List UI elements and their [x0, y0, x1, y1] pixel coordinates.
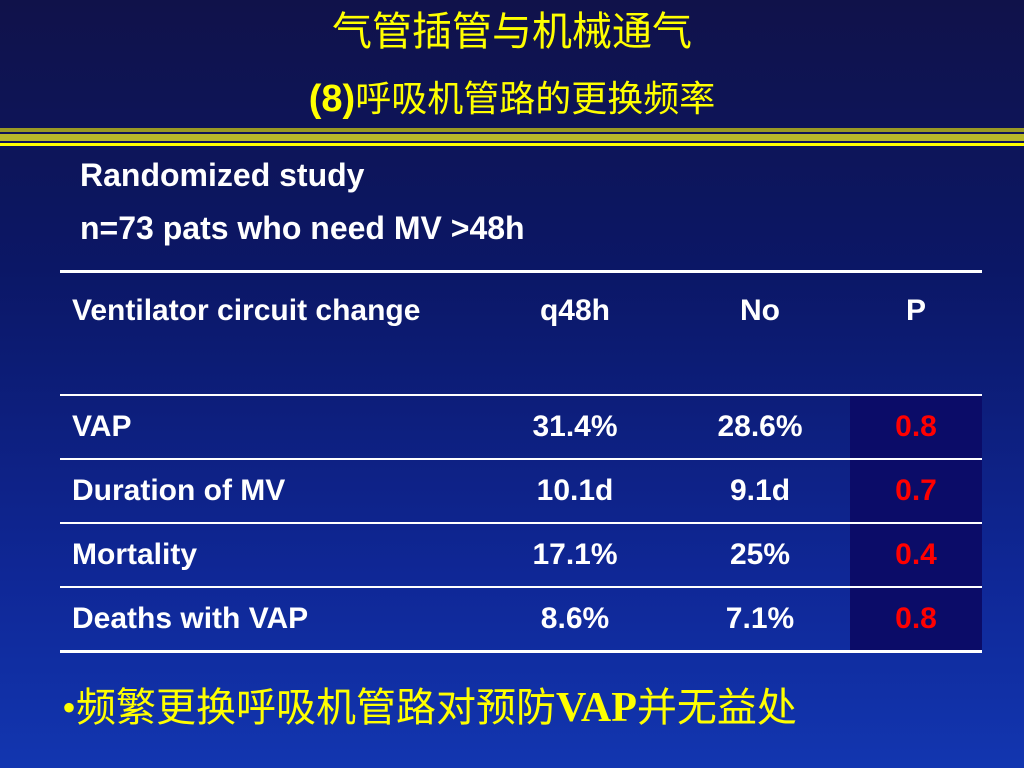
- results-table: Ventilator circuit change q48h No P VAP …: [60, 270, 982, 653]
- section-heading-text: 呼吸机管路的更换频率: [355, 79, 716, 120]
- header-q48h: q48h: [539, 294, 611, 327]
- divider-band-top: [0, 128, 1024, 132]
- conclusion-bullet-point: •频繁更换呼吸机管路对预防VAP并无益处: [62, 680, 797, 736]
- cell-no-change: 25%: [729, 537, 791, 571]
- row-label: Duration of MV: [72, 473, 286, 507]
- cell-no-change: 9.1d: [729, 473, 791, 507]
- row-label: VAP: [72, 409, 132, 443]
- cell-q48h: 8.6%: [540, 601, 610, 635]
- table-row-mortality: Mortality 17.1% 25% 0.4: [60, 522, 982, 587]
- table-row-duration: Duration of MV 10.1d 9.1d 0.7: [60, 458, 982, 523]
- cell-no-change: 7.1%: [725, 601, 795, 635]
- bullet-icon: •: [62, 685, 77, 730]
- conclusion-text-start: 频繁更换呼吸机管路对预防: [76, 685, 557, 731]
- cell-p-value: 0.4: [850, 522, 982, 587]
- conclusion-text-end: 并无益处: [636, 685, 797, 731]
- title-divider: [0, 128, 1024, 146]
- table-row-vap: VAP 31.4% 28.6% 0.8: [60, 394, 982, 459]
- section-number: (8): [308, 78, 356, 120]
- slide-title: 气管插管与机械通气: [332, 9, 692, 55]
- conclusion-text-vap: VAP: [556, 685, 637, 731]
- table-row-deaths-vap: Deaths with VAP 8.6% 7.1% 0.8: [60, 586, 982, 651]
- study-population-text: n=73 pats who need MV >48h: [80, 210, 525, 246]
- cell-p-value: 0.8: [850, 586, 982, 651]
- header-p-value: P: [905, 294, 926, 327]
- table-header-row: Ventilator circuit change q48h No P: [60, 271, 982, 395]
- slide-subtitle-heading: (8)呼吸机管路的更换频率: [0, 76, 1024, 123]
- cell-q48h: 17.1%: [532, 537, 618, 571]
- cell-p-value: 0.7: [850, 458, 982, 523]
- cell-no-change: 28.6%: [717, 409, 803, 443]
- header-no-change: No: [740, 294, 780, 327]
- cell-p-value: 0.8: [850, 394, 982, 459]
- row-label: Deaths with VAP: [72, 601, 309, 635]
- header-circuit-change: Ventilator circuit change: [72, 294, 421, 327]
- study-design-text: Randomized study: [80, 157, 365, 193]
- divider-band-bottom: [0, 143, 1024, 146]
- row-label: Mortality: [72, 537, 198, 571]
- cell-q48h: 10.1d: [536, 473, 614, 507]
- divider-band-middle: [0, 134, 1024, 141]
- cell-q48h: 31.4%: [532, 409, 618, 443]
